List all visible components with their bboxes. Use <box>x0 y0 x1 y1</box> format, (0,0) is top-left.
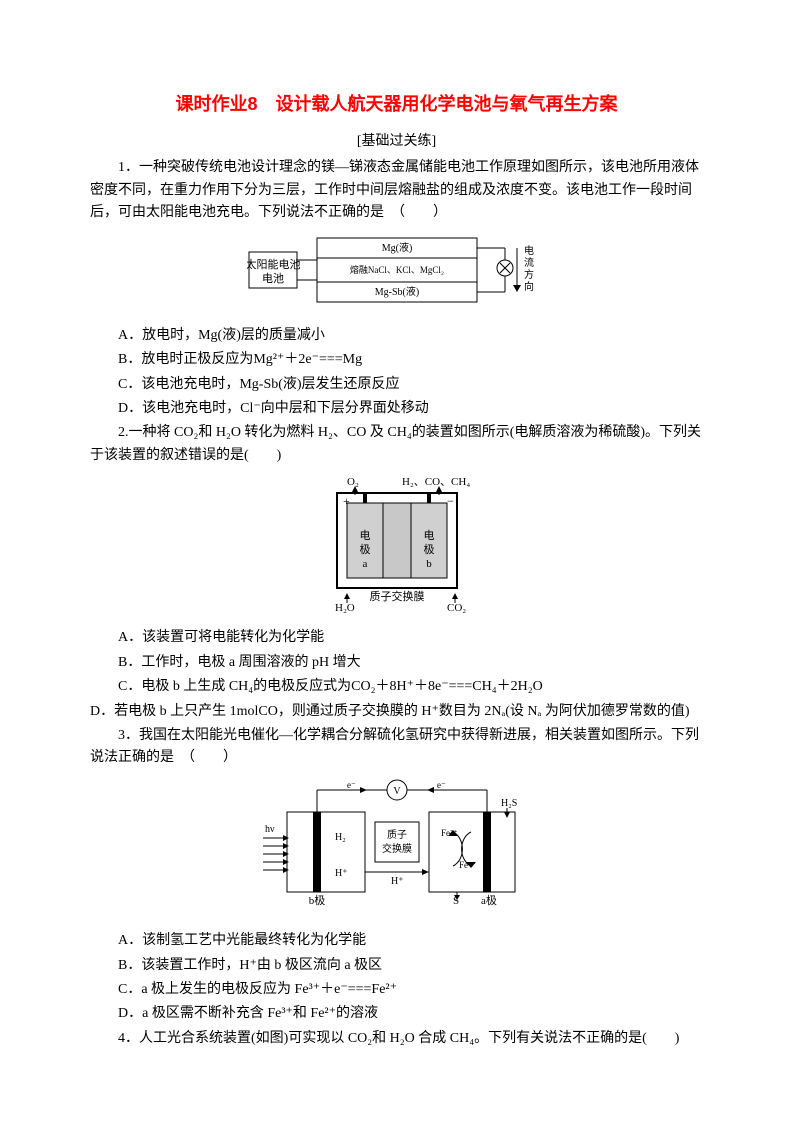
q2-optB: B．工作时，电极 a 周围溶液的 pH 增大 <box>90 652 703 674</box>
svg-text:电: 电 <box>524 244 534 257</box>
q2-stem: 2.一种将 CO₂和 H₂O 转化为燃料 H₂、CO 及 CH₄的装置如图所示(… <box>90 422 703 467</box>
q2-optA: A．该装置可将电能转化为化学能 <box>90 627 703 649</box>
fig2-elec-a: a <box>362 558 367 570</box>
q1-optB: B．放电时正极反应为Mg²⁺＋2e⁻===Mg <box>90 349 703 371</box>
svg-text:电: 电 <box>359 529 370 542</box>
svg-text:极: 极 <box>423 542 434 556</box>
svg-text:流: 流 <box>524 256 534 269</box>
fig2-elec-b: b <box>426 558 432 570</box>
fig3-h2: H₂ <box>335 832 346 843</box>
q3-optC: C．a 极上发生的电极反应为 Fe³⁺＋e⁻===Fe²⁺ <box>90 979 703 1001</box>
fig2-minus: − <box>447 494 454 508</box>
svg-text:电池: 电池 <box>262 272 284 285</box>
svg-text:极: 极 <box>359 542 370 556</box>
q1-figure: 太阳能电池 电池 Mg(液) 熔融NaCl、KCl、MgCl₂ Mg-Sb(液)… <box>90 230 703 318</box>
fig3-h2s: H₂S <box>501 798 517 809</box>
fig1-left-label: 太阳能电池 <box>247 257 301 271</box>
q2-optD: D．若电极 b 上只产生 1molCO，则通过质子交换膜的 H⁺数目为 2Nₐ(… <box>90 701 703 723</box>
fig2-membrane: 质子交换膜 <box>369 589 424 603</box>
fig3-eminus-r: e⁻ <box>437 780 446 790</box>
q1-optD: D．该电池充电时，Cl⁻向中层和下层分界面处移动 <box>90 398 703 420</box>
q3-optD: D．a 极区需不断补充含 Fe³⁺和 Fe²⁺的溶液 <box>90 1003 703 1025</box>
q1-optC: C．该电池充电时，Mg-Sb(液)层发生还原反应 <box>90 374 703 396</box>
q4-stem: 4．人工光合系统装置(如图)可实现以 CO₂和 H₂O 合成 CH₄。下列有关说… <box>90 1028 703 1050</box>
page-title: 课时作业8 设计载人航天器用化学电池与氧气再生方案 <box>90 90 703 119</box>
fig2-top-left: O₂ <box>347 476 359 488</box>
fig2-plus: + <box>343 494 350 508</box>
fig3-fe2: Fe²⁺ <box>441 828 458 838</box>
svg-text:电: 电 <box>423 529 434 542</box>
fig3-bpole: b极 <box>308 893 325 907</box>
fig3-meter: V <box>393 786 401 797</box>
fig1-row1: Mg(液) <box>381 241 412 254</box>
q1-stem: 1．一种突破传统电池设计理念的镁—锑液态金属储能电池工作原理如图所示，该电池所用… <box>90 157 703 224</box>
svg-text:方: 方 <box>524 268 534 281</box>
q2-optC: C．电极 b 上生成 CH₄的电极反应式为CO₂＋8H⁺＋8e⁻===CH₄＋2… <box>90 676 703 698</box>
fig1-row3: Mg-Sb(液) <box>374 285 418 298</box>
q1-optA: A．放电时，Mg(液)层的质量减小 <box>90 325 703 347</box>
fig3-hplus: H⁺ <box>335 868 348 879</box>
fig2-top-right: H₂、CO、CH₄ <box>402 476 470 488</box>
q3-optB: B．该装置工作时，H⁺由 b 极区流向 a 极区 <box>90 955 703 977</box>
page: 课时作业8 设计载人航天器用化学电池与氧气再生方案 [基础过关练] 1．一种突破… <box>0 0 793 1122</box>
fig3-apole: a极 <box>481 893 497 907</box>
q3-stem: 3．我国在太阳能光电催化—化学耦合分解硫化氢研究中获得新进展，相关装置如图所示。… <box>90 725 703 770</box>
q2-figure: O₂ H₂、CO、CH₄ + − 电 极 a 电 极 b 质子交换膜 H <box>90 473 703 621</box>
q3-optA: A．该制氢工艺中光能最终转化为化学能 <box>90 930 703 952</box>
fig1-right-label: 向 <box>524 280 534 293</box>
fig2-bottom-left: H₂O <box>335 602 355 613</box>
fig3-fe3: Fe³⁺ <box>459 860 476 870</box>
fig3-eminus-l: e⁻ <box>347 780 356 790</box>
fig2-bottom-right: CO₂ <box>447 602 466 613</box>
fig3-hv: hν <box>265 824 275 835</box>
fig3-membrane: 交换膜 <box>382 842 412 855</box>
fig1-row2: 熔融NaCl、KCl、MgCl₂ <box>349 264 443 275</box>
section-label: [基础过关练] <box>90 131 703 153</box>
fig3-arrow: H⁺ <box>391 876 404 887</box>
q3-figure: V e⁻ e⁻ hν H₂ H⁺ b极 质子 交换膜 <box>90 776 703 924</box>
svg-text:质子: 质子 <box>387 829 407 841</box>
